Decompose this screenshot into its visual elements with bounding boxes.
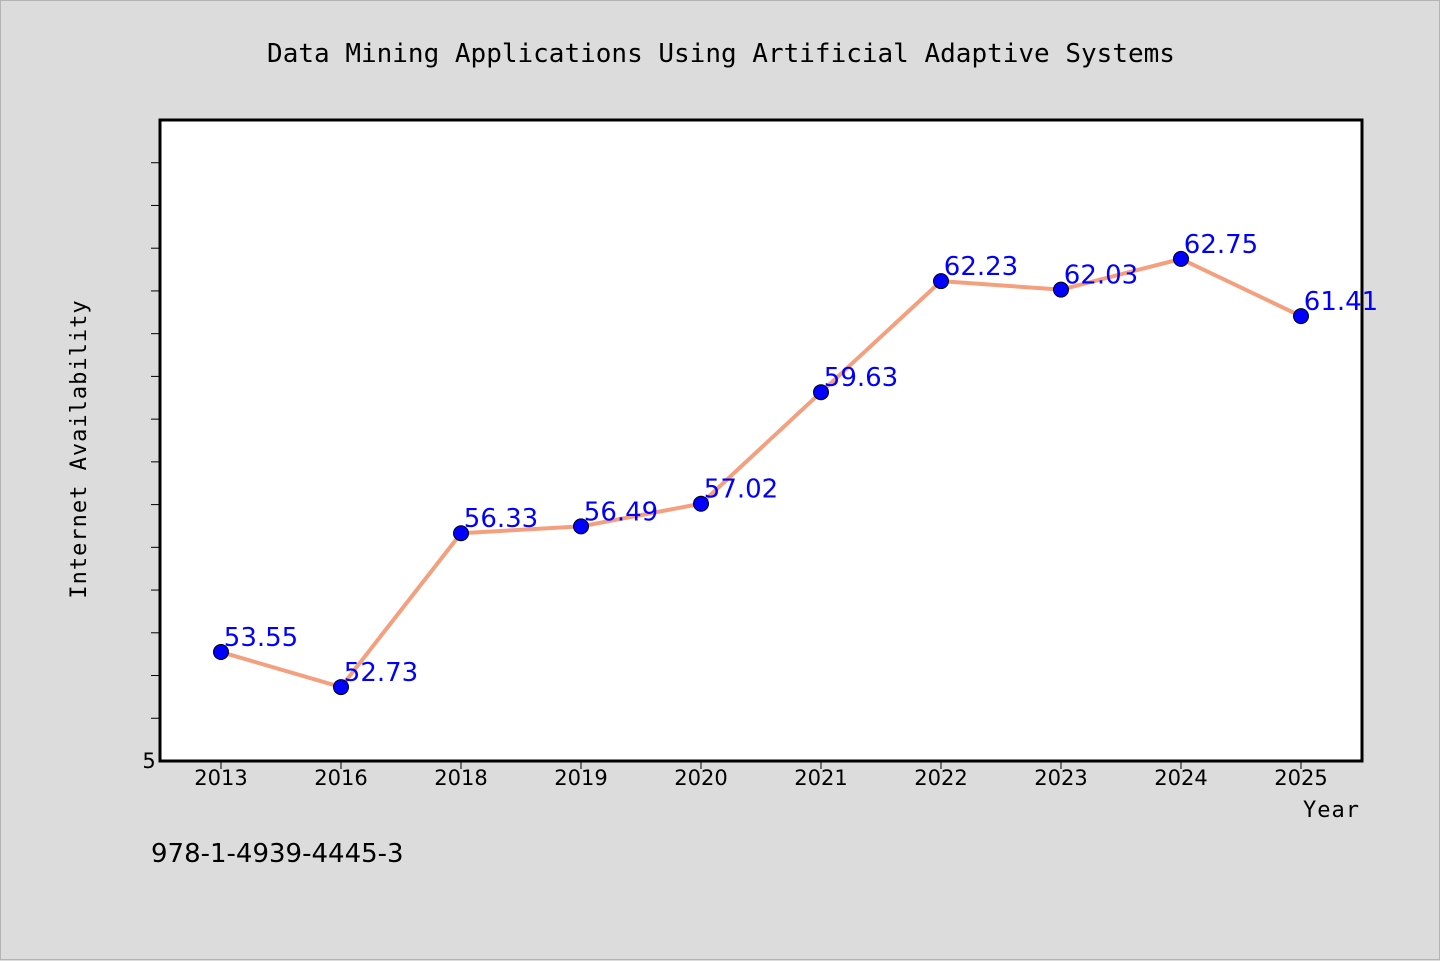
x-axis-label: Year	[1303, 798, 1360, 823]
x-axis-ticks: 2013 2016 2018 2019 2020 2021 2022 2023 2024 2025	[194, 761, 1328, 790]
isbn-text: 978-1-4939-4445-3	[151, 839, 404, 869]
y-tick-label: 5	[142, 749, 155, 773]
data-point	[573, 518, 589, 535]
x-tick-label: 2025	[1274, 766, 1327, 790]
data-point	[813, 384, 829, 401]
data-point	[453, 525, 469, 542]
data-point	[1053, 281, 1069, 298]
data-label: 62.03	[1064, 261, 1138, 291]
x-tick-label: 2020	[674, 766, 727, 790]
x-tick-label: 2018	[434, 766, 487, 790]
data-label: 57.02	[704, 475, 778, 505]
series-line	[219, 256, 1303, 690]
data-label: 56.49	[584, 497, 658, 527]
data-label: 62.23	[944, 252, 1018, 282]
data-label: 59.63	[824, 363, 898, 393]
x-tick-label: 2022	[914, 766, 967, 790]
data-point	[1173, 250, 1189, 267]
data-label: 53.55	[224, 623, 298, 653]
data-point	[693, 495, 709, 512]
x-tick-label: 2021	[794, 766, 847, 790]
plot-border	[158, 118, 1364, 763]
data-point	[213, 644, 229, 661]
data-label: 62.75	[1184, 230, 1258, 260]
y-axis-label: Internet Availability	[67, 299, 92, 598]
data-label: 52.73	[344, 658, 418, 688]
data-label: 56.33	[464, 504, 538, 534]
chart-title: Data Mining Applications Using Artificia…	[267, 39, 1175, 69]
x-tick-label: 2024	[1154, 766, 1207, 790]
plot-area	[160, 120, 1362, 761]
data-point	[933, 273, 949, 290]
x-tick-label: 2013	[194, 766, 247, 790]
x-tick-label: 2023	[1034, 766, 1087, 790]
x-tick-label: 2016	[314, 766, 367, 790]
x-tick-label: 2019	[554, 766, 607, 790]
data-label: 61.41	[1304, 287, 1378, 317]
data-point	[1293, 308, 1309, 325]
data-point	[333, 679, 349, 696]
series-layer: 53.55 52.73 56.33 56.49 57.02 59.63 62.23 62.03…	[213, 230, 1378, 696]
